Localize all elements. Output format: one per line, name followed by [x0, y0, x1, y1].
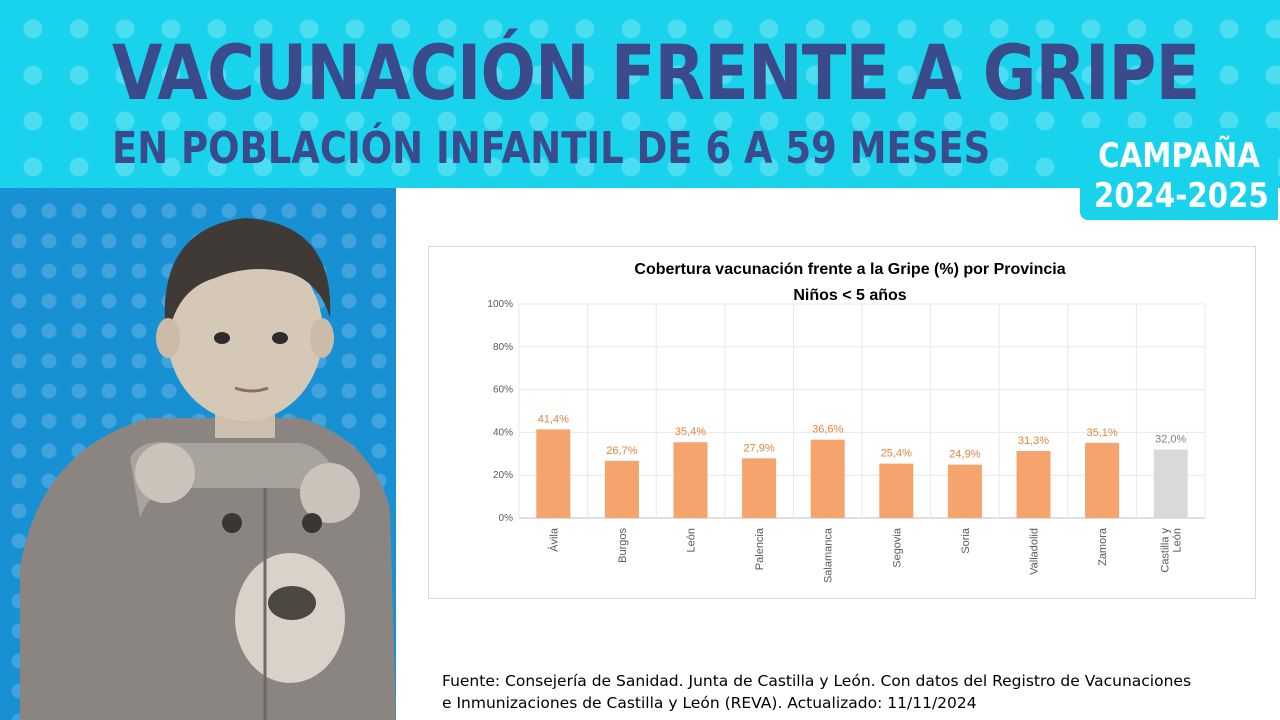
bar-value-label: 27,9% [743, 442, 774, 454]
child-ear-left [156, 318, 180, 358]
x-category-label-line: León [686, 528, 698, 552]
chart-bar [947, 464, 982, 518]
chart-bar [879, 463, 914, 518]
x-category-label-line: Ávila [547, 527, 560, 552]
y-tick-label: 20% [493, 470, 513, 481]
bar-value-label: 35,1% [1086, 427, 1117, 439]
chart-title: Cobertura vacunación frente a la Gripe (… [634, 261, 1065, 278]
campaign-years: 2024-2025 [1093, 176, 1269, 216]
x-category-label: Ávila [547, 527, 560, 552]
child-ear-right [310, 318, 334, 358]
header-banner: VACUNACIÓN FRENTE A GRIPE EN POBLACIÓN I… [0, 0, 1280, 188]
x-category-label: Palencia [754, 527, 766, 570]
source-line-1: Fuente: Consejería de Sanidad. Junta de … [442, 672, 1192, 690]
bear-ear-left [135, 443, 195, 503]
x-category-label: Valladolid [1029, 528, 1041, 575]
x-category-label-line: Zamora [1097, 527, 1109, 566]
chart-subtitle: Niños < 5 años [793, 287, 906, 304]
x-category-label: Zamora [1097, 527, 1109, 566]
y-tick-label: 100% [487, 299, 513, 310]
x-category-label-line: Soria [960, 527, 972, 554]
chart-bar [810, 439, 845, 518]
chart-bars [536, 429, 1188, 518]
x-category-label-line: Valladolid [1029, 528, 1041, 575]
bar-value-label: 31,3% [1018, 435, 1049, 447]
bar-value-label: 26,7% [606, 445, 637, 457]
bear-ear-right [300, 463, 360, 523]
chart-category-labels: Ávila Burgos León Palencia Salamanca Segovia S… [547, 527, 1183, 583]
chart-container: Cobertura vacunación frente a la Gripe (… [428, 246, 1256, 599]
bear-eye-left [222, 513, 242, 533]
source-line-2: e Inmunizaciones de Castilla y León (REV… [442, 694, 977, 712]
child-eye-left [214, 332, 230, 344]
y-tick-label: 80% [493, 342, 513, 353]
x-category-label-line: Segovia [891, 527, 903, 568]
chart-bar [742, 458, 777, 518]
x-category-label: Soria [960, 527, 972, 554]
x-category-label: Castilla y León [1160, 528, 1184, 573]
x-category-label-line: Burgos [617, 528, 629, 563]
chart-data-labels: 41,4% 26,7% 35,4% 27,9% 36,6% 25,4% 24,9% 31,3%… [538, 413, 1187, 460]
x-category-label: León [686, 528, 698, 552]
bar-value-label: 24,9% [949, 449, 980, 461]
child-illustration [20, 218, 396, 720]
chart-bar [1153, 449, 1188, 518]
page-title: VACUNACIÓN FRENTE A GRIPE [112, 28, 1200, 117]
bar-value-label: 36,6% [812, 424, 843, 436]
x-category-label-line: Salamanca [823, 527, 835, 583]
banner-dot-pattern [0, 0, 1280, 188]
chart-bar [1085, 442, 1120, 518]
chart-bar [673, 442, 708, 518]
page-subtitle: EN POBLACIÓN INFANTIL DE 6 A 59 MESES [112, 123, 991, 174]
bar-value-label: 25,4% [881, 448, 912, 460]
chart-bar [536, 429, 571, 518]
x-category-label: Salamanca [823, 527, 835, 583]
x-category-label-line: Castilla y [1160, 528, 1172, 573]
y-tick-label: 60% [493, 385, 513, 396]
child-photo [0, 188, 396, 720]
source-note: Fuente: Consejería de Sanidad. Junta de … [442, 670, 1242, 714]
child-mouth [234, 386, 269, 393]
bear-nose [268, 586, 316, 620]
y-tick-label: 0% [499, 513, 514, 524]
bar-value-label: 41,4% [538, 413, 569, 425]
x-category-label-line: León [1172, 528, 1184, 552]
campaign-badge: CAMPAÑA 2024-2025 [1080, 128, 1278, 220]
x-category-label: Burgos [617, 528, 629, 563]
bar-value-label: 35,4% [675, 426, 706, 438]
child-hair [164, 218, 331, 328]
bear-eye-right [302, 513, 322, 533]
bar-value-label: 32,0% [1155, 434, 1186, 446]
chart-bar [1016, 451, 1051, 518]
x-category-label-line: Palencia [754, 527, 766, 570]
campaign-label: CAMPAÑA [1098, 136, 1260, 176]
chart-bar [604, 460, 639, 518]
child-eye-right [272, 332, 288, 344]
bar-chart: Cobertura vacunación frente a la Gripe (… [487, 261, 1206, 583]
child-face [167, 245, 323, 421]
x-category-label: Segovia [891, 527, 903, 568]
y-tick-label: 40% [493, 427, 513, 438]
